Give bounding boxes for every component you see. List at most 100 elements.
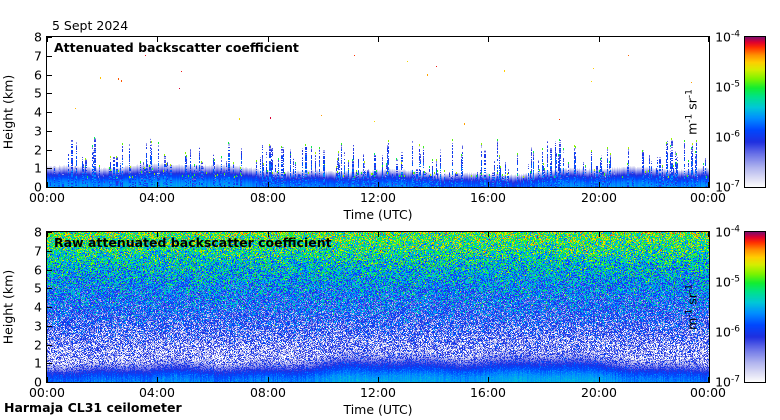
y-tick <box>47 187 52 188</box>
x-tick-top <box>47 37 48 42</box>
y-tick <box>47 112 52 113</box>
colorbar-gradient <box>745 232 765 382</box>
y-tick <box>47 168 52 169</box>
x-tick-label: 00:00 <box>689 190 727 205</box>
x-tick-top <box>708 232 709 237</box>
x-tick <box>708 182 709 187</box>
y-tick-label: 2 <box>34 337 42 352</box>
colorbar-tick-label: 10-7 <box>715 374 740 390</box>
y-tick <box>47 345 52 346</box>
colorbar-title: m-1 sr-1 <box>684 284 700 330</box>
x-tick-label: 16:00 <box>469 385 507 400</box>
x-tick <box>268 377 269 382</box>
backscatter-heatmap-attenuated-backscatter <box>47 37 709 187</box>
x-tick-top <box>599 232 600 237</box>
x-tick <box>268 182 269 187</box>
colorbar-gradient <box>745 37 765 187</box>
colorbar-title: m-1 sr-1 <box>684 89 700 135</box>
x-tick-label: 20:00 <box>580 190 618 205</box>
x-tick <box>599 182 600 187</box>
x-axis-title: Time (UTC) <box>343 402 413 417</box>
x-tick <box>47 377 48 382</box>
x-tick <box>157 182 158 187</box>
x-tick <box>599 377 600 382</box>
y-tick-label: 7 <box>34 48 42 64</box>
colorbar-tick-label: 10-4 <box>715 224 740 240</box>
y-tick-label: 0 <box>34 179 42 195</box>
x-tick-label: 12:00 <box>359 385 397 400</box>
x-tick-top <box>378 37 379 42</box>
x-tick-top <box>157 37 158 42</box>
y-tick <box>47 270 52 271</box>
y-tick <box>47 150 52 151</box>
y-tick-label: 4 <box>34 104 42 120</box>
y-tick-label: 2 <box>34 142 42 157</box>
y-tick <box>47 56 52 57</box>
colorbar-cbar-bottom <box>744 231 766 383</box>
x-tick-top <box>157 232 158 237</box>
y-tick-label: 5 <box>34 85 42 101</box>
backscatter-heatmap-raw-attenuated-backscatter <box>47 232 709 382</box>
x-tick-top <box>268 37 269 42</box>
x-tick-top <box>47 232 48 237</box>
x-tick-label: 00:00 <box>28 190 66 205</box>
x-tick-top <box>708 37 709 42</box>
x-axis-title: Time (UTC) <box>343 207 413 222</box>
y-tick <box>47 307 52 308</box>
y-tick-label: 7 <box>34 243 42 259</box>
x-tick-label: 00:00 <box>689 385 727 400</box>
x-tick-top <box>488 232 489 237</box>
y-tick-label: 1 <box>34 160 42 176</box>
colorbar-tick-label: 10-6 <box>715 129 740 145</box>
plot-area-raw-attenuated-backscatter[interactable] <box>46 231 710 383</box>
y-tick-label: 3 <box>34 123 42 139</box>
x-tick-label: 04:00 <box>138 190 176 205</box>
x-tick <box>488 182 489 187</box>
y-tick-label: 3 <box>34 318 42 334</box>
y-tick <box>47 288 52 289</box>
y-tick <box>47 93 52 94</box>
x-tick-top <box>599 37 600 42</box>
y-tick-label: 8 <box>34 224 42 240</box>
colorbar-tick-label: 10-5 <box>715 79 740 95</box>
x-tick <box>378 377 379 382</box>
y-tick-label: 8 <box>34 29 42 45</box>
x-tick-label: 16:00 <box>469 190 507 205</box>
x-tick <box>488 377 489 382</box>
x-tick <box>378 182 379 187</box>
y-tick-label: 4 <box>34 299 42 315</box>
y-tick <box>47 251 52 252</box>
y-axis-title: Height (km) <box>0 269 16 345</box>
x-tick-label: 20:00 <box>580 385 618 400</box>
y-tick-label: 6 <box>34 67 42 82</box>
y-tick <box>47 131 52 132</box>
y-tick <box>47 326 52 327</box>
colorbar-tick-label: 10-4 <box>715 29 740 45</box>
date-label: 5 Sept 2024 <box>52 18 129 33</box>
x-tick <box>708 377 709 382</box>
colorbar-tick-label: 10-6 <box>715 324 740 340</box>
x-tick-top <box>488 37 489 42</box>
y-tick <box>47 37 52 38</box>
colorbar-cbar-top <box>744 36 766 188</box>
y-tick-label: 5 <box>34 280 42 296</box>
y-tick <box>47 75 52 76</box>
colorbar-tick-label: 10-5 <box>715 274 740 290</box>
y-tick <box>47 363 52 364</box>
y-tick <box>47 232 52 233</box>
y-tick-label: 1 <box>34 355 42 371</box>
x-tick-label: 08:00 <box>249 190 287 205</box>
x-tick-top <box>378 232 379 237</box>
y-tick <box>47 382 52 383</box>
x-tick-label: 08:00 <box>249 385 287 400</box>
y-tick-label: 6 <box>34 262 42 277</box>
x-tick-top <box>268 232 269 237</box>
x-tick-label: 00:00 <box>28 385 66 400</box>
instrument-credit: Harmaja CL31 ceilometer <box>4 400 182 415</box>
x-tick <box>157 377 158 382</box>
x-tick <box>47 182 48 187</box>
x-tick-label: 12:00 <box>359 190 397 205</box>
plot-area-attenuated-backscatter[interactable] <box>46 36 710 188</box>
